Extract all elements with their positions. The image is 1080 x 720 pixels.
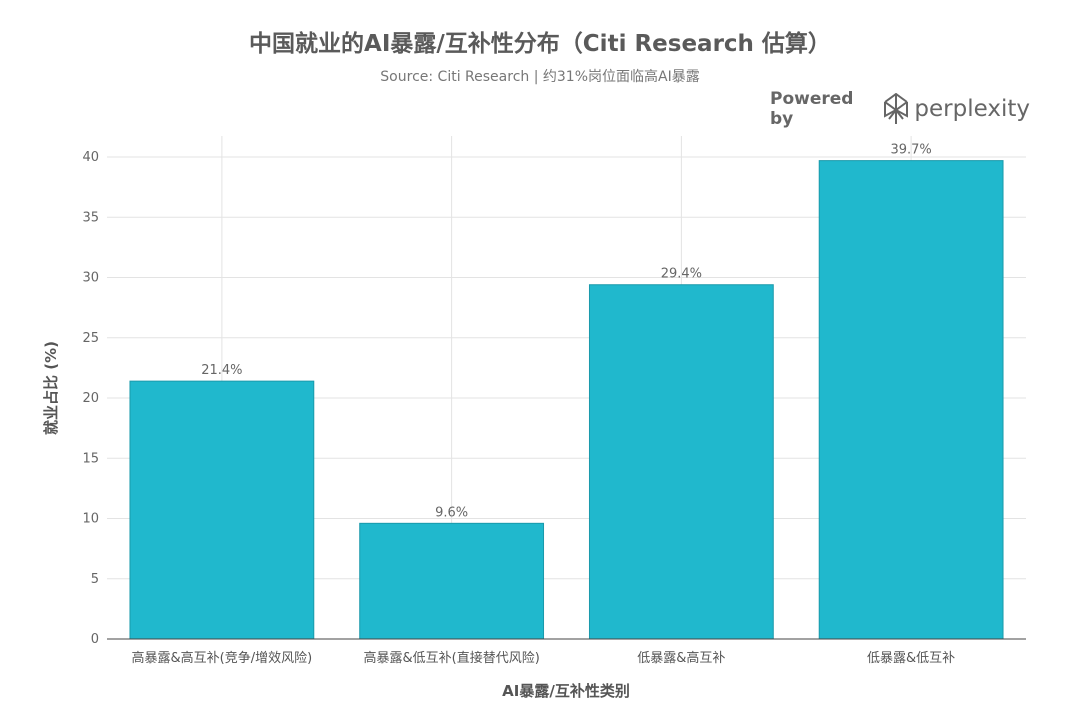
chart-title: 中国就业的AI暴露/互补性分布（Citi Research 估算） (249, 31, 831, 57)
powered-by-badge: Powered by perplexity (770, 89, 1030, 129)
bar (359, 522, 545, 640)
x-category-label: 高暴露&高互补(竞争/增效风险) (132, 650, 313, 666)
y-tick-label: 25 (82, 331, 99, 346)
bar (588, 284, 774, 640)
bar (129, 380, 315, 640)
y-tick-label: 30 (82, 271, 99, 286)
y-tick-label: 5 (91, 572, 99, 587)
y-tick-label: 0 (91, 632, 99, 647)
powered-by-brand: perplexity (914, 96, 1030, 122)
bar-data-label: 9.6% (435, 505, 468, 520)
y-axis-title: 就业占比 (%) (42, 341, 60, 435)
y-tick-label: 35 (82, 210, 99, 225)
x-category-label: 低暴露&高互补 (637, 650, 725, 666)
powered-by-label: Powered by (770, 89, 854, 129)
y-tick-label: 20 (82, 391, 99, 406)
x-category-label: 低暴露&低互补 (867, 651, 955, 666)
bar-data-label: 21.4% (201, 363, 242, 378)
chart-subtitle: Source: Citi Research | 约31%岗位面临高AI暴露 (380, 69, 700, 85)
y-tick-label: 40 (82, 150, 99, 165)
x-category-label: 高暴露&低互补(直接替代风险) (363, 650, 539, 666)
bar-data-label: 29.4% (661, 267, 702, 282)
bar-data-label: 39.7% (890, 143, 931, 158)
x-axis-title: AI暴露/互补性类别 (502, 682, 630, 700)
y-tick-label: 10 (82, 512, 99, 527)
perplexity-logo-icon (884, 93, 909, 124)
y-tick-label: 15 (82, 451, 99, 466)
bar (818, 160, 1004, 640)
